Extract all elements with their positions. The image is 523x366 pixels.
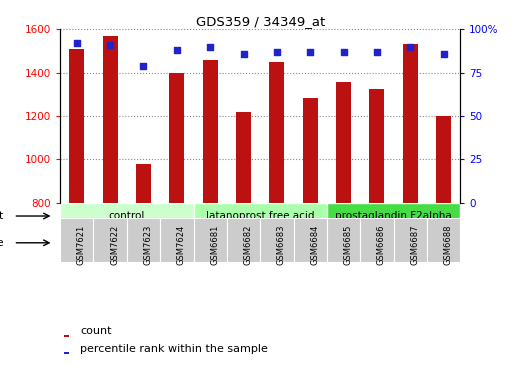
Point	[339, 49, 348, 55]
Text: GSM6683: GSM6683	[277, 224, 286, 265]
Bar	[436, 116, 451, 203]
Bar	[360, 218, 393, 262]
Bar	[336, 82, 351, 203]
Text: cell type: cell type	[0, 238, 4, 248]
Text: ciliary muscle: ciliary muscle	[196, 238, 258, 247]
Text: GSM6686: GSM6686	[377, 224, 386, 265]
Bar	[203, 60, 218, 203]
Bar	[94, 218, 127, 262]
Point	[106, 42, 115, 48]
Bar	[169, 72, 184, 203]
Text: GSM7621: GSM7621	[77, 224, 86, 265]
Point	[406, 44, 414, 49]
Text: count: count	[80, 326, 111, 336]
Point	[206, 44, 214, 49]
Text: agent: agent	[0, 211, 4, 221]
Text: ciliary muscle: ciliary muscle	[329, 238, 392, 247]
Point	[373, 49, 381, 55]
Point	[73, 40, 81, 46]
Bar	[303, 97, 317, 203]
Point	[173, 47, 181, 53]
Bar	[103, 36, 118, 203]
Text: trabecular
meshwork: trabecular meshwork	[137, 233, 184, 253]
Bar	[227, 218, 260, 262]
Bar	[194, 203, 327, 229]
Title: GDS359 / 34349_at: GDS359 / 34349_at	[196, 15, 325, 28]
Bar	[60, 218, 94, 262]
Bar	[369, 89, 384, 203]
Bar	[260, 229, 327, 256]
Bar	[160, 218, 194, 262]
Text: GSM7624: GSM7624	[177, 224, 186, 265]
Bar	[403, 44, 418, 203]
Point	[306, 49, 314, 55]
Bar	[136, 164, 151, 203]
Text: prostaglandin F2alpha: prostaglandin F2alpha	[335, 211, 452, 221]
Text: trabecular
meshwork: trabecular meshwork	[403, 233, 450, 253]
Bar	[194, 229, 260, 256]
Bar	[269, 62, 285, 203]
Text: GSM6681: GSM6681	[210, 224, 219, 265]
Text: GSM6682: GSM6682	[244, 224, 253, 265]
Bar	[327, 229, 393, 256]
Point	[240, 51, 248, 56]
Bar	[260, 218, 293, 262]
Bar	[70, 49, 84, 203]
Text: GSM6685: GSM6685	[344, 224, 353, 265]
Text: percentile rank within the sample: percentile rank within the sample	[80, 344, 268, 354]
Bar	[327, 203, 460, 229]
Bar	[64, 335, 70, 337]
Bar	[194, 218, 227, 262]
Bar	[127, 229, 194, 256]
Bar	[236, 112, 251, 203]
Bar	[60, 203, 194, 229]
Bar	[293, 218, 327, 262]
Text: GSM6684: GSM6684	[310, 224, 319, 265]
Bar	[64, 352, 70, 354]
Point	[439, 51, 448, 56]
Text: GSM7622: GSM7622	[110, 224, 119, 265]
Bar	[327, 218, 360, 262]
Point	[272, 49, 281, 55]
Bar	[60, 229, 127, 256]
Text: ciliary muscle: ciliary muscle	[62, 238, 125, 247]
Bar	[427, 218, 460, 262]
Bar	[394, 218, 427, 262]
Point	[139, 63, 147, 68]
Bar	[127, 218, 160, 262]
Bar	[394, 229, 460, 256]
Text: trabecular
meshwork: trabecular meshwork	[270, 233, 317, 253]
Text: GSM6688: GSM6688	[444, 224, 452, 265]
Text: GSM6687: GSM6687	[410, 224, 419, 265]
Text: latanoprost free acid: latanoprost free acid	[206, 211, 314, 221]
Text: GSM7623: GSM7623	[143, 224, 153, 265]
Text: control: control	[109, 211, 145, 221]
